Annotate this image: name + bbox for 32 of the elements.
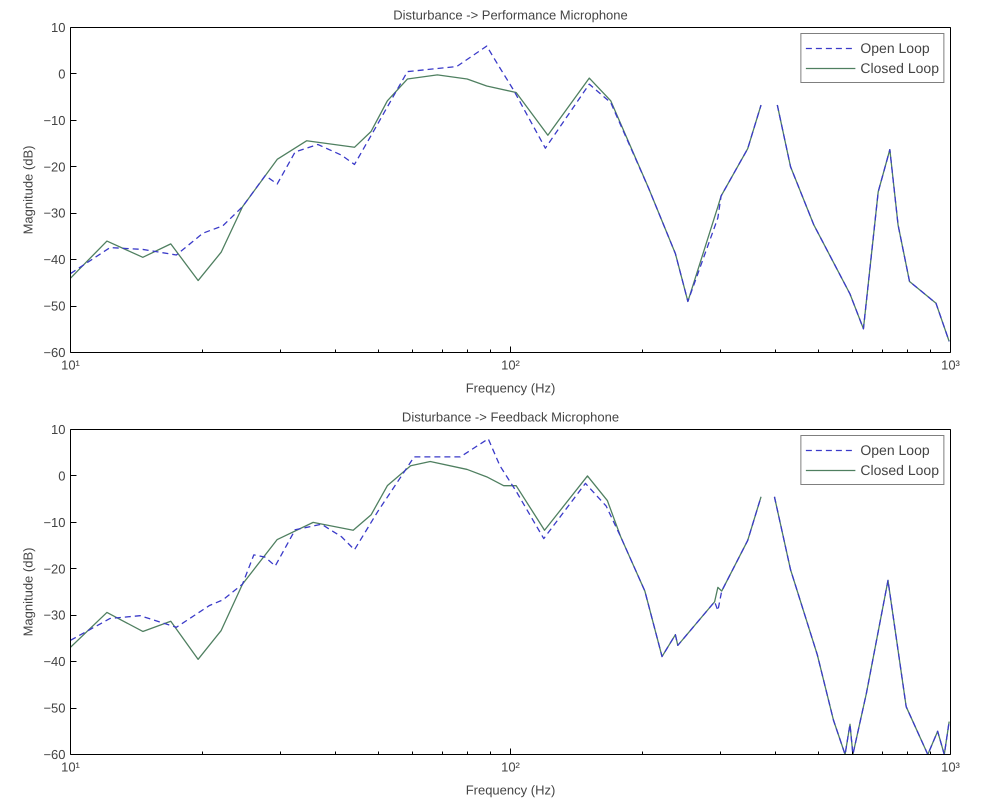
chart-title: Disturbance -> Performance Microphone xyxy=(393,8,628,22)
y-axis-title: Magnitude (dB) xyxy=(20,146,36,234)
x-tick-label: 10¹ xyxy=(61,760,81,774)
legend-label: Open Loop xyxy=(860,40,930,56)
x-tick-label: 10¹ xyxy=(61,358,81,372)
y-tick-label: −40 xyxy=(43,654,66,670)
y-tick-label: −10 xyxy=(43,112,66,128)
y-tick-label: 10 xyxy=(51,20,66,35)
y-tick-label: −30 xyxy=(43,608,66,623)
y-tick-label: −60 xyxy=(43,747,66,762)
x-axis-title: Frequency (Hz) xyxy=(466,782,556,798)
chart-title: Disturbance -> Feedback Microphone xyxy=(402,410,620,424)
y-axis-title: Magnitude (dB) xyxy=(20,548,36,636)
x-tick-label: 10³ xyxy=(941,358,961,372)
y-tick-label: 0 xyxy=(58,66,66,82)
legend-label: Open Loop xyxy=(860,442,930,458)
x-axis-title: Frequency (Hz) xyxy=(466,380,556,396)
y-tick-label: 10 xyxy=(51,422,66,437)
x-tick-label: 10² xyxy=(501,760,521,774)
y-tick-label: 0 xyxy=(58,468,66,484)
legend-label: Closed Loop xyxy=(860,60,939,76)
y-tick-label: −50 xyxy=(43,298,66,314)
y-tick-label: −20 xyxy=(43,159,66,174)
y-tick-label: −50 xyxy=(43,700,66,716)
y-tick-label: −40 xyxy=(43,252,66,268)
legend-label: Closed Loop xyxy=(860,462,939,478)
y-tick-label: −60 xyxy=(43,345,66,360)
y-tick-label: −10 xyxy=(43,514,66,530)
y-tick-label: −30 xyxy=(43,206,66,221)
x-tick-label: 10³ xyxy=(941,760,961,774)
y-tick-label: −20 xyxy=(43,561,66,576)
x-tick-label: 10² xyxy=(501,358,521,372)
